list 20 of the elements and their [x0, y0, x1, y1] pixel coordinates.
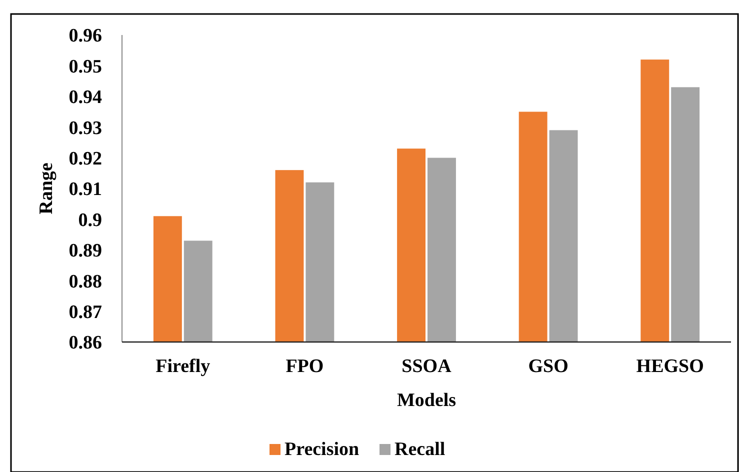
y-tick-label: 0.86 — [68, 332, 102, 354]
y-tick-label: 0.9 — [78, 210, 102, 231]
legend-label: Recall — [394, 439, 446, 460]
y-tick-label: 0.91 — [68, 179, 102, 200]
y-tick-label: 0.94 — [68, 87, 102, 108]
y-tick-label: 0.93 — [68, 118, 102, 139]
y-tick-label: 0.95 — [68, 56, 102, 78]
y-tick-label: 0.87 — [68, 302, 102, 323]
y-tick-label: 0.92 — [68, 148, 102, 170]
x-axis-title: Models — [396, 390, 456, 411]
y-axis-title: Range — [36, 162, 57, 214]
x-tick-label: HEGSO — [636, 356, 704, 377]
y-tick-label: 0.96 — [68, 26, 102, 47]
legend-label: Precision — [284, 439, 360, 460]
x-tick-label: Firefly — [156, 356, 211, 377]
y-tick-label: 0.88 — [68, 271, 102, 292]
x-tick-label: GSO — [528, 356, 568, 377]
x-tick-label: FPO — [286, 356, 324, 377]
x-tick-label: SSOA — [402, 356, 452, 377]
y-tick-label: 0.89 — [68, 240, 102, 262]
